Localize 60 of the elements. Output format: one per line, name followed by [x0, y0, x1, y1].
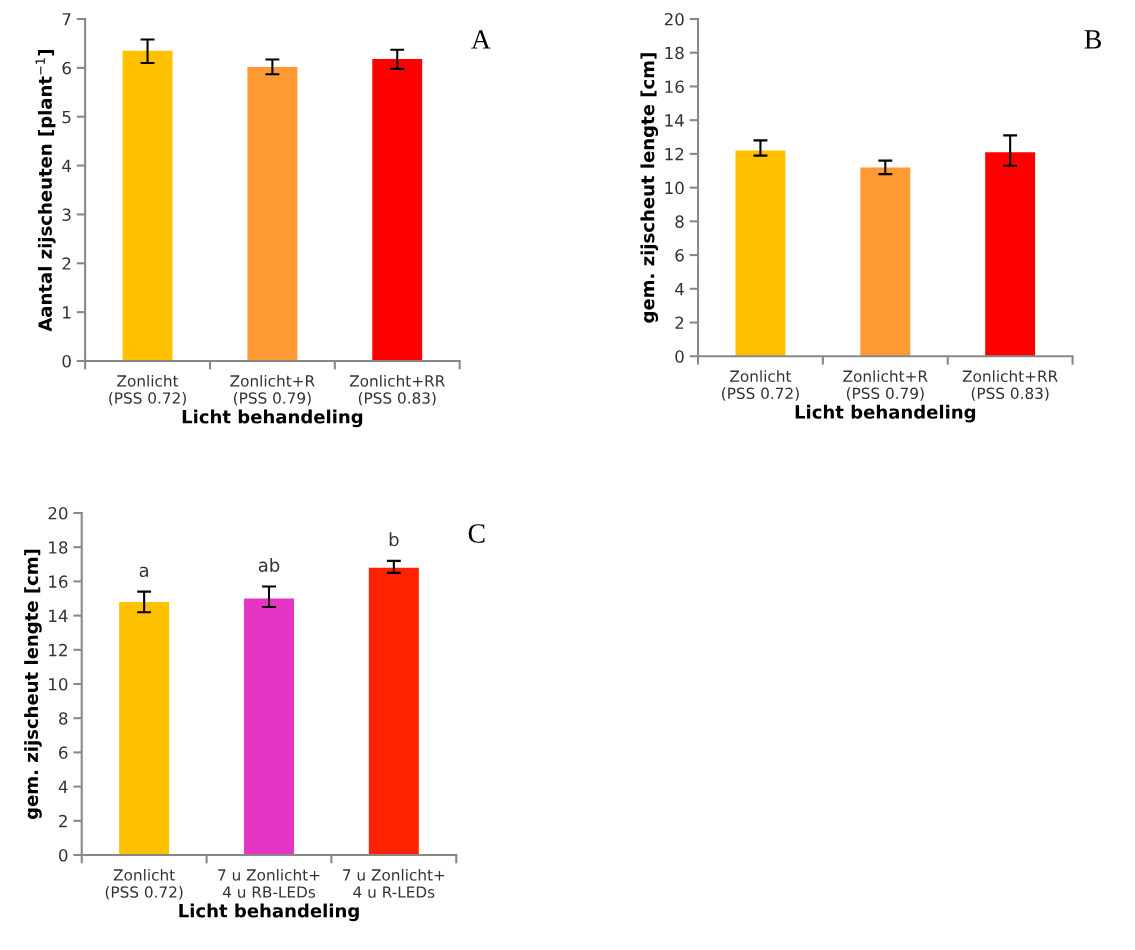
- y-tick-label: 10: [49, 677, 68, 691]
- y-tick-label: 10: [665, 181, 684, 195]
- y-tick-label: 8: [59, 712, 68, 725]
- y-tick-label: 4: [58, 780, 68, 793]
- y-tick-label: 20: [48, 506, 68, 520]
- y-tick-label: 14: [665, 114, 684, 127]
- x-tick-label: Zonlicht (PSS 0.72): [105, 868, 183, 900]
- x-axis-title: Licht behandeling: [179, 903, 359, 922]
- y-axis-title: gem. zijscheut lengte [cm]: [24, 549, 42, 820]
- y-tick-label: 18: [49, 541, 68, 554]
- y-tick-label: 8: [675, 215, 684, 228]
- x-axis-title: Licht behandeling: [182, 409, 363, 428]
- x-axis-title: Licht behandeling: [795, 404, 976, 423]
- text: C: [468, 524, 485, 543]
- y-tick-label: 7: [62, 13, 71, 26]
- y-axis-title: gem. zijscheut lengte [cm]: [640, 53, 659, 323]
- bar: [735, 150, 786, 357]
- x-tick-label: 7 u Zonlicht+ 4 u R-LEDs: [343, 868, 445, 898]
- annotation: b: [389, 532, 399, 547]
- y-tick-label: 0: [62, 354, 71, 368]
- y-tick-label: 4: [62, 159, 71, 172]
- x-tick-label: Zonlicht+R (PSS 0.79): [230, 374, 315, 406]
- y-tick-label: 2: [62, 257, 71, 270]
- x-tick-label: Zonlicht+RR (PSS 0.83): [349, 374, 445, 406]
- y-tick-label: 2: [675, 316, 684, 329]
- bar: [122, 50, 173, 361]
- bar: [244, 598, 294, 855]
- bar: [860, 167, 911, 357]
- bar: [119, 601, 170, 855]
- annotation: a: [139, 566, 149, 578]
- bar: [985, 152, 1036, 357]
- y-tick-label: 2: [59, 814, 67, 828]
- x-tick-label: Zonlicht (PSS 0.72): [722, 370, 799, 401]
- y-tick-label: 5: [62, 110, 71, 124]
- y-tick-label: 0: [59, 848, 68, 862]
- text: A: [471, 30, 491, 49]
- y-tick-label: 14: [49, 609, 68, 622]
- y-tick-label: 6: [62, 61, 71, 75]
- y-tick-label: 0: [675, 350, 684, 363]
- y-tick-label: 1: [63, 306, 71, 319]
- y-tick-label: 18: [665, 46, 684, 60]
- y-tick-label: 16: [49, 575, 68, 588]
- x-tick-label: 7 u Zonlicht+ 4 u RB-LEDs: [218, 868, 320, 898]
- y-axis-title: Aantal zijscheuten [plant$^{−1}$]: [35, 50, 56, 332]
- y-tick-label: 16: [665, 80, 684, 94]
- y-tick-label: 6: [59, 746, 68, 759]
- bar: [247, 66, 298, 361]
- y-tick-label: 6: [675, 249, 684, 262]
- y-tick-label: 12: [665, 147, 684, 161]
- text: B: [1084, 30, 1101, 49]
- bar: [372, 59, 423, 361]
- x-tick-label: Zonlicht+R (PSS 0.79): [843, 370, 928, 401]
- x-tick-label: Zonlicht+RR (PSS 0.83): [962, 370, 1058, 401]
- x-tick-label: Zonlicht (PSS 0.72): [109, 374, 186, 406]
- y-tick-label: 12: [49, 643, 67, 657]
- bar: [368, 567, 419, 855]
- y-tick-label: 20: [664, 12, 684, 26]
- y-tick-label: 3: [62, 208, 71, 221]
- y-tick-label: 4: [675, 282, 684, 296]
- annotation: ab: [258, 557, 280, 572]
